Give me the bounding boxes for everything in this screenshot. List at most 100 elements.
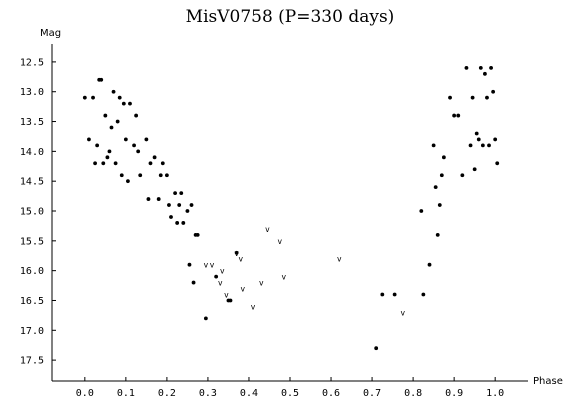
- y-tick-label: 15.5: [20, 236, 44, 247]
- data-point: [103, 113, 108, 118]
- x-axis-ticks: 0.0 0.1 0.2 0.3 0.4 0.5 0.6 0.7 0.8 0.9 1.0: [76, 377, 504, 399]
- data-point: [380, 292, 385, 297]
- data-point: [427, 262, 432, 267]
- data-point: [228, 298, 233, 303]
- x-tick-label: 0.7: [363, 388, 381, 399]
- data-point: [187, 262, 192, 267]
- data-point: [185, 209, 190, 213]
- data-point: [126, 179, 130, 184]
- data-point: [128, 101, 132, 106]
- x-tick-label: 0.5: [281, 388, 299, 399]
- y-tick-label: 14.5: [20, 177, 44, 188]
- data-point: [489, 65, 493, 70]
- data-point: [485, 95, 489, 100]
- data-point: [87, 137, 91, 142]
- data-point: [175, 221, 180, 225]
- x-axis-label: Phase: [533, 376, 563, 387]
- y-axis-label: Mag: [40, 28, 61, 39]
- data-point: [433, 185, 438, 190]
- data-point: [214, 274, 219, 279]
- x-tick-label: 0.9: [445, 388, 463, 399]
- data-point: [441, 155, 446, 160]
- x-tick-label: 0.3: [199, 388, 217, 399]
- upper-limit-marker: v: [259, 279, 264, 288]
- data-point: [480, 143, 485, 148]
- y-tick-label: 15.0: [20, 207, 44, 218]
- data-point: [134, 113, 139, 118]
- data-point: [493, 137, 498, 142]
- x-tick-label: 0.1: [117, 388, 135, 399]
- y-tick-label: 12.5: [20, 57, 44, 68]
- upper-limit-marker: v: [234, 249, 239, 258]
- data-point: [119, 173, 124, 178]
- data-point: [181, 221, 186, 225]
- data-point: [167, 203, 171, 207]
- data-point: [117, 95, 122, 100]
- data-point: [164, 173, 169, 178]
- data-point: [464, 65, 469, 70]
- data-point: [179, 191, 184, 196]
- y-tick-label: 14.0: [20, 147, 44, 158]
- x-tick-label: 0.4: [240, 388, 258, 399]
- data-point: [148, 161, 153, 166]
- data-point: [392, 292, 397, 297]
- data-point: [123, 137, 128, 142]
- data-point: [95, 143, 100, 148]
- x-tick-label: 0.2: [158, 388, 176, 399]
- data-point: [158, 173, 163, 178]
- data-point: [160, 161, 165, 166]
- x-tick-label: 0.8: [404, 388, 422, 399]
- data-point: [146, 197, 151, 201]
- data-point: [91, 95, 95, 100]
- data-point: [448, 95, 452, 100]
- data-point: [189, 203, 194, 207]
- data-point: [173, 191, 178, 196]
- x-tick-label: 1.0: [486, 388, 504, 399]
- data-point: [156, 197, 161, 201]
- data-point: [191, 280, 196, 285]
- upper-limit-marker: v: [210, 261, 215, 270]
- y-tick-label: 17.0: [20, 326, 44, 337]
- data-point: [109, 125, 114, 130]
- data-point: [82, 95, 87, 100]
- data-point: [495, 161, 500, 166]
- data-point: [456, 113, 461, 118]
- data-point: [144, 137, 149, 142]
- data-point: [169, 215, 173, 219]
- data-point: [439, 173, 444, 178]
- data-point: [431, 143, 436, 148]
- y-tick-label: 13.0: [20, 87, 44, 98]
- data-point: [93, 161, 97, 166]
- data-point: [132, 143, 136, 148]
- data-point: [138, 173, 143, 178]
- data-point: [435, 232, 440, 237]
- data-point: [111, 89, 116, 94]
- data-point: [177, 203, 182, 207]
- data-point: [203, 316, 208, 321]
- data-point: [487, 143, 491, 148]
- x-tick-label: 0.6: [322, 388, 340, 399]
- data-point: [468, 143, 473, 148]
- data-point: [101, 161, 106, 166]
- data-point: [195, 232, 200, 237]
- data-point: [437, 203, 442, 207]
- x-tick-label: 0.0: [76, 388, 94, 399]
- data-point: [460, 173, 465, 178]
- data-point: [113, 161, 118, 166]
- upper-limit-marker: v: [240, 285, 245, 294]
- y-tick-label: 17.5: [20, 356, 44, 367]
- data-point: [491, 89, 496, 94]
- data-point: [99, 77, 104, 82]
- data-point: [136, 149, 141, 154]
- data-point: [470, 95, 475, 100]
- data-point: [476, 137, 481, 142]
- data-point: [472, 167, 477, 172]
- data-point: [374, 346, 379, 351]
- data-point: [152, 155, 157, 160]
- data-point: [421, 292, 426, 297]
- upper-limit-marker: v: [337, 255, 342, 264]
- data-point: [107, 149, 112, 154]
- upper-limit-marker: v: [265, 225, 270, 234]
- upper-limit-marker: v: [203, 261, 208, 270]
